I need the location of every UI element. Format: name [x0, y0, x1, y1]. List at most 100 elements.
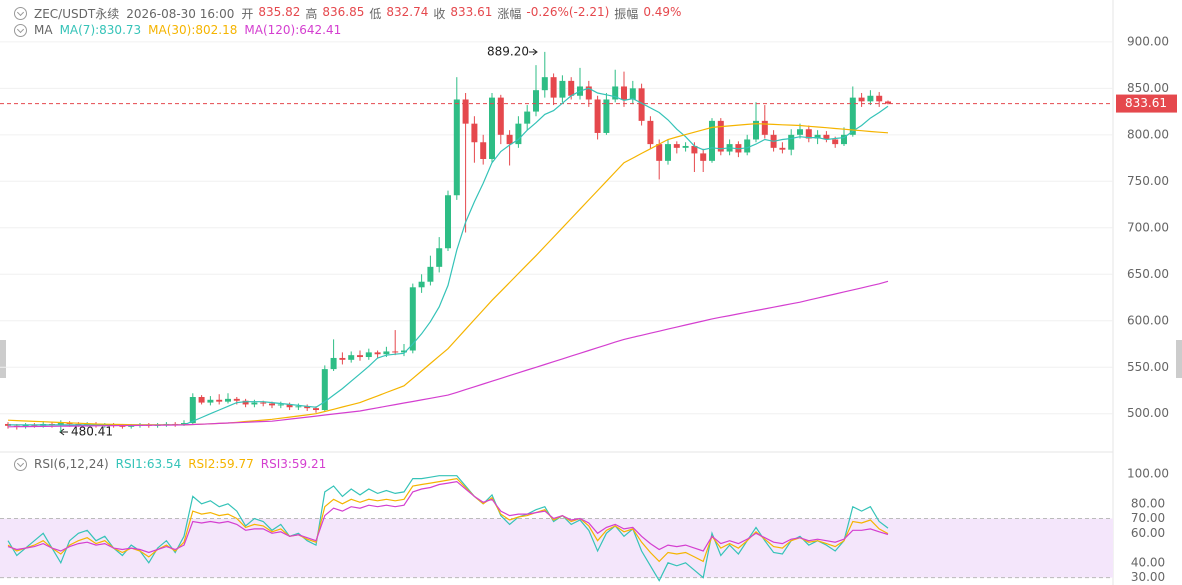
candle-body	[867, 95, 874, 102]
candle-body	[462, 99, 469, 124]
time: 2026-08-30 16:00	[126, 6, 235, 21]
candle-body	[374, 352, 381, 355]
candle-body	[656, 144, 663, 161]
collapse-icon[interactable]	[14, 7, 27, 20]
candle-body	[480, 142, 487, 159]
high-annotation: 889.20	[487, 45, 529, 59]
field-value: 833.61	[450, 5, 493, 19]
candle-body	[128, 425, 135, 427]
candle-body	[832, 139, 839, 145]
candle-body	[805, 129, 812, 139]
left-tab[interactable]	[0, 340, 6, 378]
candle-body	[515, 123, 522, 145]
candle-body	[392, 351, 399, 353]
y-tick-label: 900.00	[1127, 34, 1169, 48]
candle-body	[753, 120, 759, 140]
candle-body	[453, 99, 460, 196]
right-tab[interactable]	[1176, 340, 1182, 378]
candle-body	[665, 144, 671, 161]
candle-body	[119, 425, 126, 427]
candle-body	[849, 97, 856, 135]
candle-body	[348, 355, 355, 360]
candle-body	[524, 111, 531, 124]
y-tick-label: 100.00	[1127, 467, 1169, 481]
candle-body	[647, 120, 654, 145]
series-line	[7, 477, 889, 563]
y-tick-label: 30.00	[1131, 570, 1165, 584]
legend-entry: RSI2:59.77	[188, 457, 254, 471]
field-value: -0.26%(-2.21)	[526, 5, 610, 19]
header-row: ZEC/USDT永续 2026-08-30 16:00 开 835.82 高 836.…	[14, 5, 681, 22]
symbol: ZEC/USDT永续	[34, 7, 120, 21]
candle-body	[286, 404, 293, 408]
candle-body	[541, 77, 548, 91]
y-tick-label: 80.00	[1131, 496, 1165, 510]
candle-body	[779, 147, 786, 150]
rsi-legend: RSI(6,12,24) RSI1:63.54 RSI2:59.77 RSI3:59…	[14, 457, 326, 471]
legend-entry: RSI1:63.54	[115, 457, 182, 471]
collapse-icon[interactable]	[14, 23, 27, 37]
candle-body	[181, 423, 187, 425]
candle-body	[339, 357, 346, 360]
candle-body	[717, 120, 724, 152]
candle-body	[277, 404, 284, 406]
candle-body	[260, 402, 267, 404]
candle-body	[57, 423, 64, 425]
candle-body	[638, 88, 645, 121]
high-arrow-head	[532, 48, 538, 56]
legend-entry: RSI3:59.21	[260, 457, 327, 471]
field-label: 收	[433, 7, 446, 21]
candle-body	[357, 355, 363, 358]
last-price-box	[1116, 94, 1177, 113]
candle-body	[198, 397, 205, 403]
candle-body	[744, 139, 751, 153]
field-value: 835.82	[258, 5, 301, 19]
last-price-label: 833.61	[1125, 96, 1167, 110]
mark-layer: 833.61	[0, 51, 1177, 582]
candle-body	[445, 195, 451, 249]
candle-body	[814, 134, 821, 139]
background-layer	[0, 518, 1113, 579]
candle-body	[436, 248, 443, 267]
candle-body	[401, 350, 407, 353]
candle-body	[559, 80, 566, 98]
candle-body	[709, 120, 715, 161]
field-value: 832.74	[386, 5, 429, 19]
candle-body	[673, 144, 680, 148]
low-arrow-head	[59, 428, 65, 436]
candle-body	[330, 357, 337, 370]
candle-body	[427, 266, 434, 282]
candle-body	[594, 99, 601, 133]
candle-body	[858, 97, 865, 102]
candle-body	[621, 86, 627, 100]
candle-body	[506, 134, 513, 145]
candle-body	[189, 397, 196, 424]
candle-body	[216, 399, 223, 402]
y-tick-label: 700.00	[1127, 220, 1169, 234]
series-line	[7, 480, 889, 554]
candle-body	[233, 398, 240, 401]
collapse-icon[interactable]	[14, 457, 27, 471]
candle-body	[321, 369, 328, 411]
candle-body	[533, 90, 539, 112]
candle-body	[497, 97, 504, 135]
candle-body	[761, 120, 768, 135]
rsi-band	[0, 518, 1113, 578]
candle-body	[700, 153, 707, 161]
candle-body	[418, 281, 425, 288]
candle-body	[304, 406, 311, 409]
candle-body	[471, 123, 478, 143]
candle-body	[885, 101, 891, 104]
rsi-legend-title: RSI(6,12,24)	[34, 457, 109, 471]
y-tick-label: 550.00	[1127, 360, 1169, 374]
y-tick-label: 600.00	[1127, 313, 1169, 327]
candle-body	[550, 77, 557, 98]
candle-body	[489, 97, 495, 159]
candle-body	[383, 351, 390, 355]
candle-body	[876, 95, 883, 102]
field-label: 开	[241, 7, 254, 21]
candle-body	[682, 145, 689, 148]
grid-layer: 900.00 850.00 800.00 750.00 700.00 650.00 600.…	[0, 34, 1169, 584]
